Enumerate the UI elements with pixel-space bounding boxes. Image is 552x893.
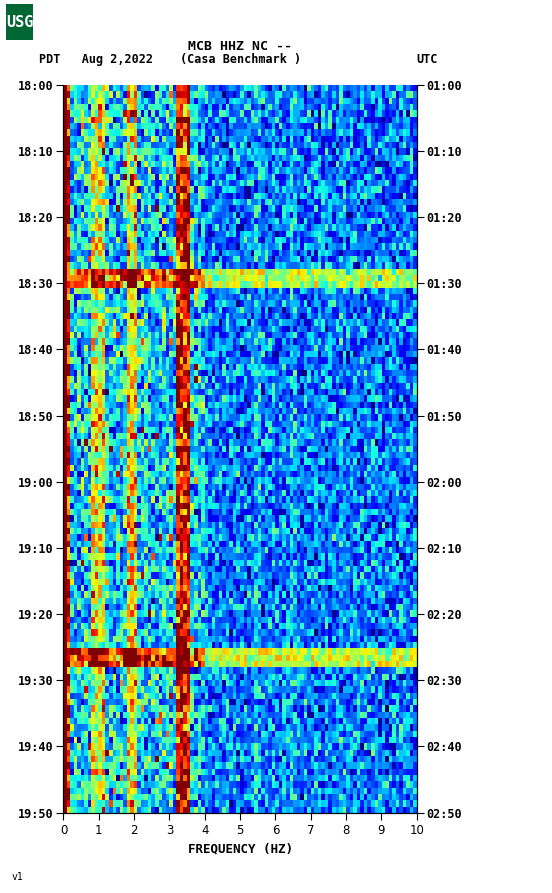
Text: UTC: UTC [417,54,438,66]
Text: v1: v1 [11,872,23,882]
FancyBboxPatch shape [6,4,33,40]
Text: PDT   Aug 2,2022: PDT Aug 2,2022 [39,54,153,66]
Text: USGS: USGS [6,15,43,29]
X-axis label: FREQUENCY (HZ): FREQUENCY (HZ) [188,842,293,855]
Text: MCB HHZ NC --: MCB HHZ NC -- [188,40,292,53]
Text: (Casa Benchmark ): (Casa Benchmark ) [179,54,301,66]
